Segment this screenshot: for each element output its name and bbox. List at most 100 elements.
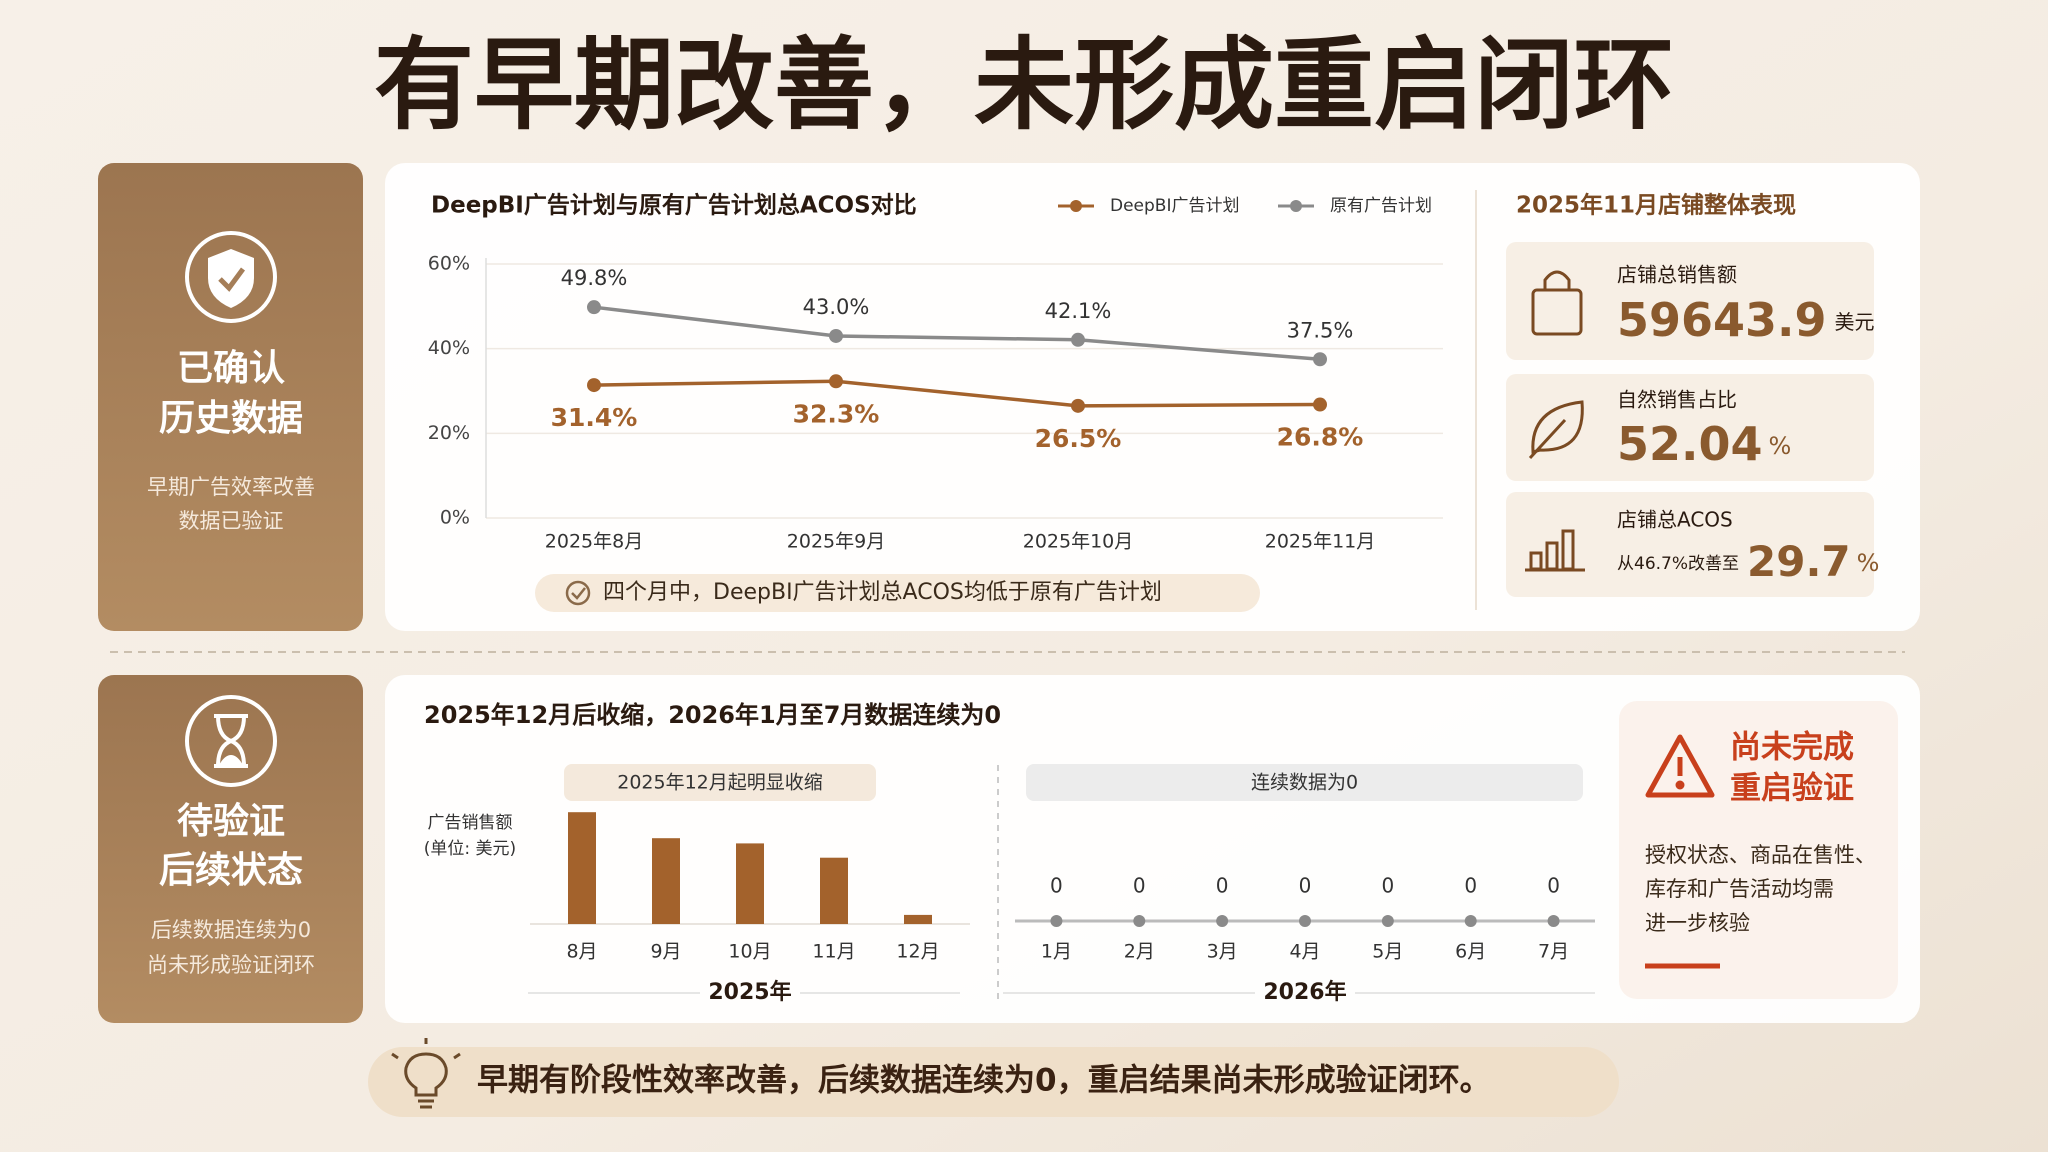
data-point [1547, 915, 1560, 927]
status-card [98, 163, 363, 631]
kpi-number: 52.04 [1617, 417, 1763, 471]
note-pill [535, 574, 1260, 612]
y-tick-label: 0% [440, 507, 470, 529]
card-desc: 尚未形成验证闭环 [147, 953, 315, 977]
kpi-value: 52.04% [1617, 417, 1791, 471]
x-tick-label: 8月 [566, 941, 597, 963]
y-tick-label: 60% [428, 253, 470, 275]
warning-desc: 库存和广告活动均需 [1645, 877, 1834, 901]
x-tick-label: 2025年9月 [787, 531, 885, 553]
data-label: 0 [1464, 874, 1477, 898]
annotation-pill [564, 764, 876, 801]
data-label: 0 [1133, 874, 1146, 898]
warning-title: 尚未完成 [1730, 730, 1854, 766]
kpi-unit: % [1857, 549, 1880, 577]
x-tick-label: 5月 [1372, 941, 1403, 963]
group-label: 2026年 [1263, 979, 1346, 1005]
leaf-icon [1528, 400, 1584, 460]
chart-title: 2025年12月后收缩，2026年1月至7月数据连续为0 [424, 701, 1001, 729]
x-tick-label: 7月 [1538, 941, 1569, 963]
y-axis-label: (单位: 美元) [424, 839, 516, 859]
note-text: 四个月中，DeepBI广告计划总ACOS均低于原有广告计划 [603, 580, 1162, 605]
shield-icon [185, 231, 277, 323]
x-tick-label: 4月 [1289, 941, 1320, 963]
bars-icon [1525, 529, 1585, 572]
chart-title: DeepBI广告计划与原有广告计划总ACOS对比 [431, 192, 917, 219]
kpi-unit: 美元 [1835, 310, 1875, 334]
kpi-label: 店铺总销售额 [1617, 263, 1737, 287]
x-tick-label: 2025年8月 [545, 531, 643, 553]
data-point [829, 328, 843, 343]
bar [904, 914, 932, 924]
y-axis-label: 广告销售额 [428, 813, 513, 833]
x-tick-label: 10月 [728, 941, 771, 963]
data-label: 43.0% [803, 295, 870, 319]
bulb-icon [391, 1038, 461, 1109]
warning-title: 重启验证 [1730, 771, 1854, 807]
annotation-label: 连续数据为0 [1251, 772, 1358, 794]
data-label: 26.8% [1277, 423, 1364, 452]
conclusion-text: 早期有阶段性效率改善，后续数据连续为0，重启结果尚未形成验证闭环。 [477, 1063, 1491, 1099]
data-point [1216, 915, 1229, 927]
warning-desc: 进一步核验 [1645, 911, 1750, 935]
kpi-card [1506, 242, 1874, 360]
warning-card [1619, 701, 1898, 999]
data-label: 42.1% [1045, 299, 1112, 323]
data-label: 0 [1216, 874, 1229, 898]
x-tick-label: 9月 [650, 941, 681, 963]
data-point [1313, 397, 1327, 412]
card-desc: 后续数据连续为0 [151, 918, 311, 942]
data-point [1133, 915, 1146, 927]
kpi-label: 自然销售占比 [1617, 388, 1737, 412]
legend-dot [1070, 200, 1082, 212]
group-label: 2025年 [708, 979, 791, 1005]
data-label: 32.3% [793, 399, 880, 428]
data-point [587, 300, 601, 315]
data-label: 49.8% [561, 266, 628, 290]
kpi-label: 店铺总ACOS [1617, 508, 1733, 532]
card-title: 历史数据 [159, 398, 303, 439]
data-point [1071, 398, 1085, 413]
x-tick-label: 11月 [812, 941, 855, 963]
data-label: 31.4% [551, 403, 638, 432]
data-label: 0 [1050, 874, 1063, 898]
y-tick-label: 20% [428, 422, 470, 444]
data-label: 37.5% [1287, 318, 1354, 342]
x-tick-label: 1月 [1041, 941, 1072, 963]
x-tick-label: 2025年11月 [1265, 531, 1376, 553]
panel-title: 2025年11月店铺整体表现 [1516, 192, 1796, 219]
data-point [1299, 915, 1311, 927]
data-label: 0 [1299, 874, 1312, 898]
x-tick-label: 3月 [1207, 941, 1238, 963]
data-label: 0 [1381, 874, 1394, 898]
card-title: 已确认 [177, 348, 285, 389]
kpi-number: 59643.9 [1617, 293, 1827, 347]
data-point [1313, 352, 1327, 367]
annotation-pill [1026, 764, 1583, 801]
data-point [1071, 332, 1085, 347]
y-tick-label: 40% [428, 337, 470, 359]
bar [568, 812, 596, 924]
legend-label: 原有广告计划 [1330, 196, 1432, 216]
kpi-unit: % [1769, 432, 1792, 460]
card-title: 待验证 [177, 801, 285, 842]
data-label: 0 [1547, 874, 1560, 898]
data-label: 26.5% [1035, 424, 1122, 453]
card-title: 后续状态 [159, 850, 303, 891]
panel [385, 675, 1920, 1023]
kpi-card [1506, 492, 1874, 597]
check-icon [565, 580, 591, 606]
series-line [593, 305, 1321, 361]
x-tick-label: 6月 [1455, 941, 1486, 963]
hourglass-icon [185, 695, 277, 787]
kpi-number: 29.7 [1747, 537, 1851, 586]
data-point [587, 378, 601, 393]
warning-desc: 授权状态、商品在售性、 [1645, 843, 1876, 867]
page-title: 有早期改善，未形成重启闭环 [374, 26, 1674, 143]
legend-dot [1290, 200, 1302, 212]
series-line [593, 379, 1321, 408]
kpi-card [1506, 374, 1874, 481]
kpi-value: 59643.9 美元 [1617, 293, 1875, 347]
